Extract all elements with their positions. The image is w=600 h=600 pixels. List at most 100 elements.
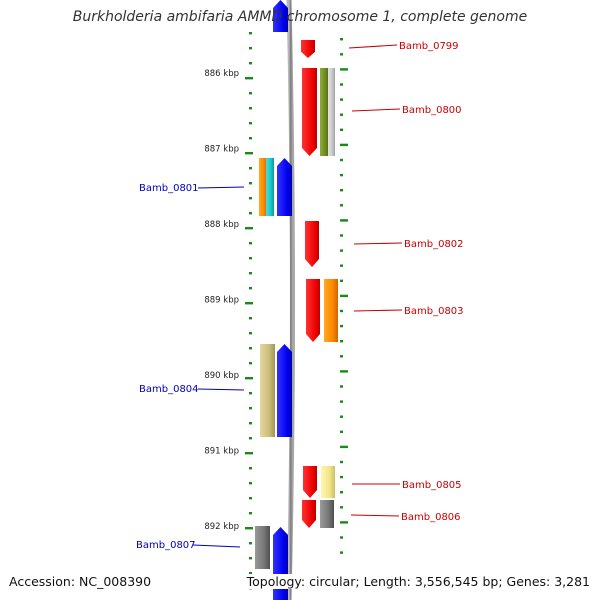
map-title: Burkholderia ambifaria AMMD chromosome 1… <box>72 9 528 25</box>
scale-tick-label: 888 kbp <box>204 220 239 230</box>
gene-label-bamb-0799[interactable]: Bamb_0799 <box>399 41 459 52</box>
scale-tick-label: 889 kbp <box>204 296 239 306</box>
scale-minor-tick <box>340 385 343 388</box>
scale-minor-tick <box>249 362 252 365</box>
scale-major-tick <box>245 452 253 455</box>
scale-minor-tick <box>249 542 252 545</box>
scale-major-tick <box>245 77 253 80</box>
scale-minor-tick <box>340 551 343 554</box>
gene-features <box>255 0 338 600</box>
scale-minor-tick <box>249 92 252 95</box>
domain-box-bamb-0805[interactable] <box>321 466 335 498</box>
scale-minor-tick <box>249 332 252 335</box>
scale-minor-tick <box>340 234 343 237</box>
gene-label-bamb-0802[interactable]: Bamb_0802 <box>404 239 464 250</box>
scale-minor-tick <box>340 158 343 162</box>
scale-minor-tick <box>249 107 252 110</box>
scale-minor-tick <box>340 204 343 207</box>
scale-minor-tick <box>249 32 252 35</box>
scale-minor-tick <box>249 572 252 575</box>
scale-minor-tick <box>340 355 343 358</box>
gene-bamb-0802-arrow[interactable] <box>305 221 319 267</box>
scale-major-tick <box>340 445 348 449</box>
gene-label-leader <box>350 514 400 517</box>
gene-label-bamb-0804[interactable]: Bamb_0804 <box>139 384 199 395</box>
gene-label-bamb-0806[interactable]: Bamb_0806 <box>401 512 461 523</box>
domain-box-bamb-0803[interactable] <box>324 279 338 342</box>
gene-label-bamb-0800[interactable]: Bamb_0800 <box>402 105 462 116</box>
scale-tick-label: 890 kbp <box>204 371 239 381</box>
scale-major-tick <box>340 521 348 524</box>
scale-major-tick <box>340 68 348 71</box>
scale-minor-tick <box>249 272 252 275</box>
scale-minor-tick <box>249 167 252 170</box>
gene-label-leader <box>197 388 245 391</box>
gene-bamb-0806-arrow[interactable] <box>302 500 316 528</box>
scale-minor-tick <box>249 287 252 290</box>
scale-minor-tick <box>340 430 343 433</box>
scale-minor-tick <box>249 497 252 500</box>
domain-box-bamb-0801-secondary[interactable] <box>266 158 274 216</box>
scale-minor-tick <box>249 437 252 440</box>
scale-minor-tick <box>340 53 343 56</box>
topology-label: Topology: circular; Length: 3,556,545 bp… <box>244 574 590 589</box>
scale-minor-tick <box>340 189 343 192</box>
scale-minor-tick <box>249 62 252 65</box>
scale-major-tick <box>340 370 348 373</box>
scale-minor-tick <box>249 392 252 395</box>
gene-label-leader <box>197 186 245 189</box>
scale-major-tick <box>340 294 348 298</box>
domain-box-bamb-0806[interactable] <box>320 500 334 528</box>
scale-minor-tick <box>340 340 343 343</box>
scale-minor-tick <box>249 197 252 200</box>
gene-label-bamb-0807[interactable]: Bamb_0807 <box>136 540 196 551</box>
gene-labels: Bamb_0799 Bamb_0800 Bamb_0801 Bamb_0802 Bamb… <box>136 41 464 551</box>
gene-label-leader <box>348 44 398 49</box>
scale-major-tick <box>245 227 253 230</box>
gene-label-bamb-0805[interactable]: Bamb_0805 <box>402 480 462 491</box>
scale-minor-tick <box>340 264 343 267</box>
scale-minor-tick <box>249 182 252 185</box>
gene-label-bamb-0801[interactable]: Bamb_0801 <box>139 183 199 194</box>
scale-minor-tick <box>340 309 343 313</box>
scale-minor-tick <box>249 512 252 515</box>
chromosome-backbone <box>286 0 295 600</box>
gene-label-bamb-0803[interactable]: Bamb_0803 <box>404 306 464 317</box>
scale-minor-tick <box>340 506 343 509</box>
gene-bamb-0805-arrow[interactable] <box>303 466 317 498</box>
domain-box-bamb-0807[interactable] <box>255 526 270 569</box>
scale-minor-tick <box>249 557 252 560</box>
gene-bamb-0801-arrow[interactable] <box>277 158 292 216</box>
scale-minor-tick <box>249 47 252 50</box>
scale-minor-tick <box>249 467 252 470</box>
gene-bamb-0804-arrow[interactable] <box>277 344 292 437</box>
scale-tick-label: 892 kbp <box>204 522 239 532</box>
scale-minor-tick <box>340 173 343 177</box>
gene-bamb-0807-arrow[interactable] <box>273 527 288 600</box>
scale-major-tick <box>245 377 253 380</box>
gene-upstream-arrow[interactable] <box>273 0 288 32</box>
scale-minor-tick <box>340 113 343 116</box>
gene-bamb-0800-arrow[interactable] <box>302 68 317 156</box>
scale-minor-tick <box>249 317 252 320</box>
scale-major-tick <box>245 302 253 305</box>
scale-minor-tick <box>340 38 343 41</box>
scale-minor-tick <box>249 407 252 410</box>
scale-minor-tick <box>340 128 343 131</box>
scale-minor-tick <box>340 83 343 86</box>
gene-bamb-0803-arrow[interactable] <box>306 279 320 342</box>
scale-minor-tick <box>249 257 252 260</box>
scale-minor-tick <box>249 137 252 140</box>
domain-box-bamb-0800[interactable] <box>320 68 329 156</box>
gene-label-leader <box>192 544 241 548</box>
scale-minor-tick <box>340 536 343 539</box>
gene-bamb-0799-arrow[interactable] <box>301 40 315 58</box>
scale-minor-tick <box>249 212 252 215</box>
scale-tick-label: 891 kbp <box>204 447 239 457</box>
domain-box-bamb-0804[interactable] <box>260 344 275 437</box>
gene-label-leader <box>353 242 403 245</box>
domain-box-bamb-0800-secondary[interactable] <box>328 68 335 156</box>
domain-box-bamb-0801[interactable] <box>259 158 267 216</box>
